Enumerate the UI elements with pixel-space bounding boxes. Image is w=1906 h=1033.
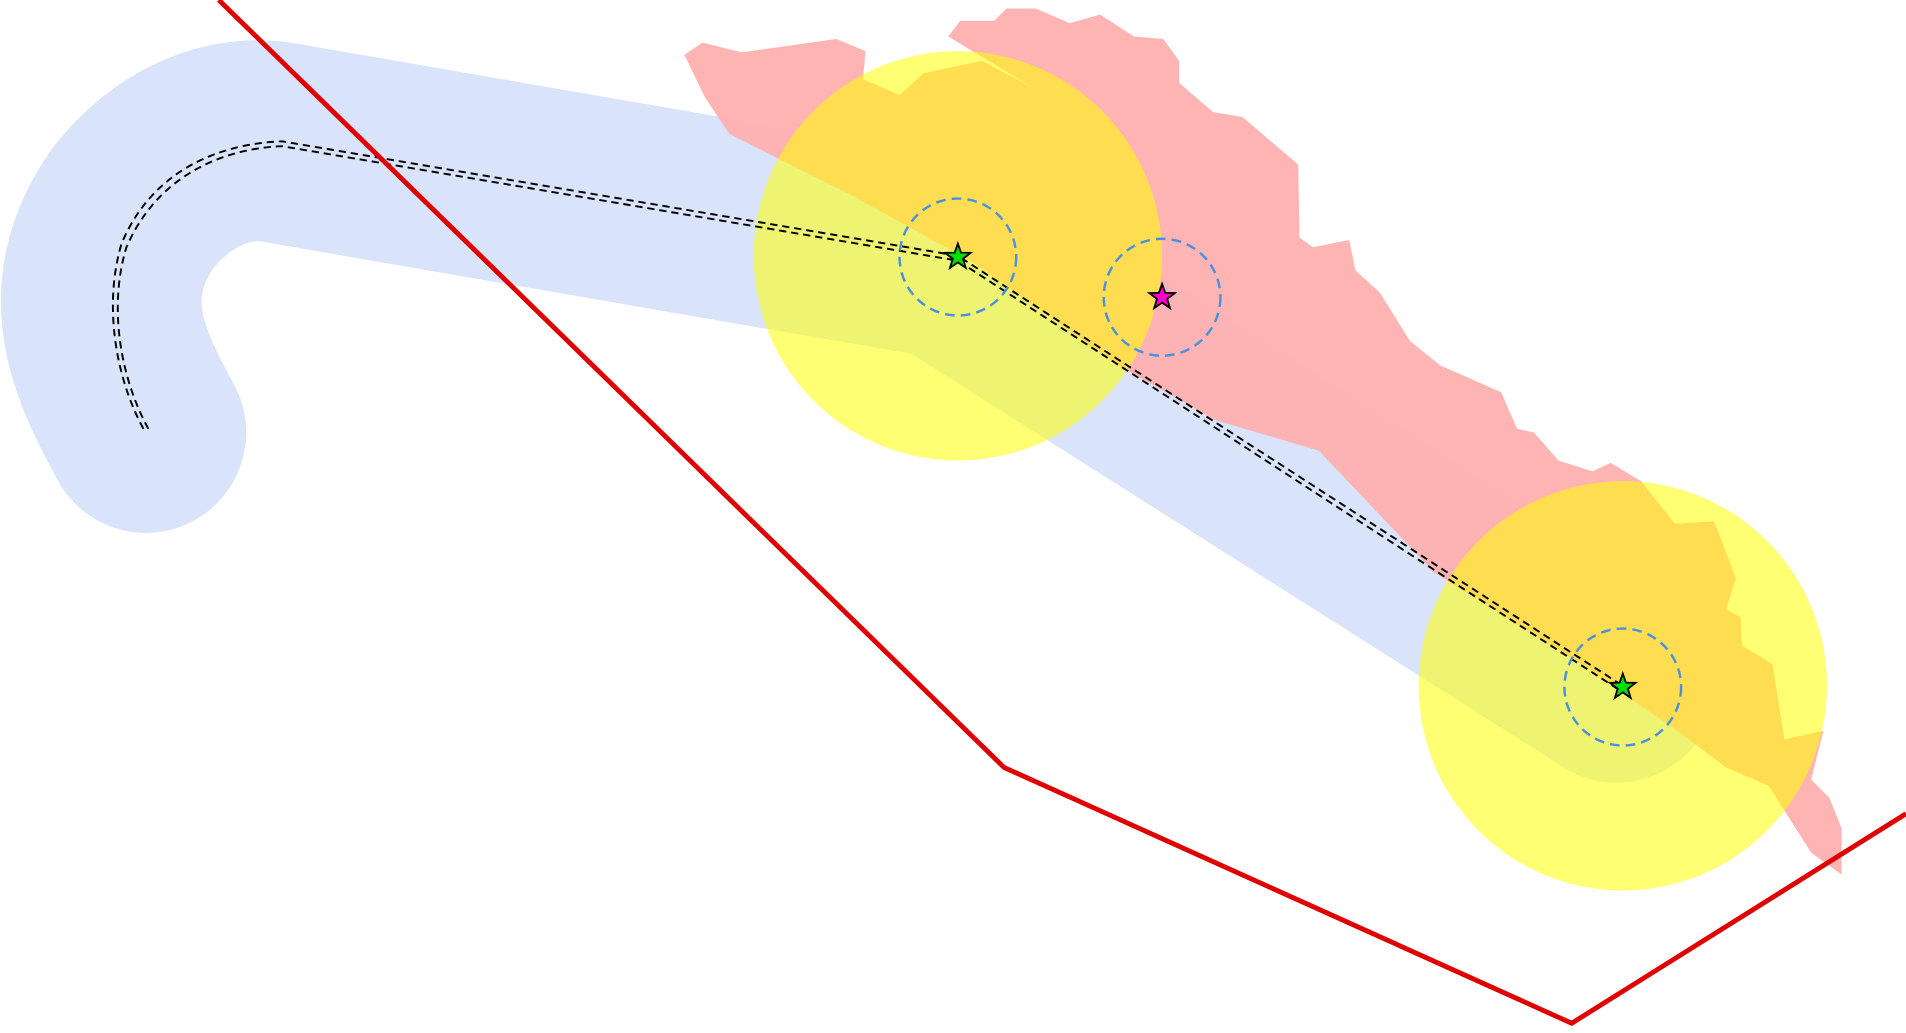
corridor: [1, 40, 1717, 783]
boundary: [217, 0, 1906, 1027]
trajectory: [116, 145, 1621, 692]
trajectory: [112, 140, 1624, 687]
target-ring: [1563, 627, 1683, 747]
target-ring: [898, 197, 1018, 317]
target-ring: [1102, 237, 1222, 357]
